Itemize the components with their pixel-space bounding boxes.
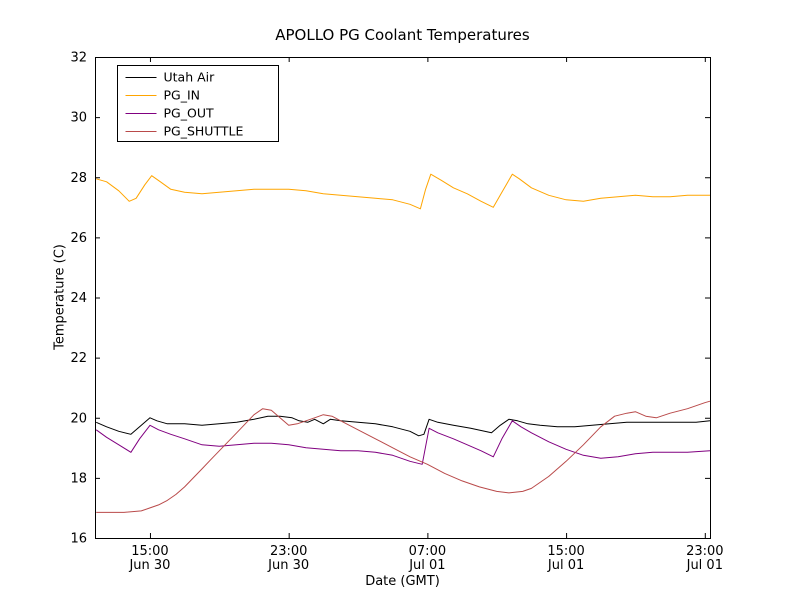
legend-box: [117, 65, 279, 142]
y-tick-label: 20: [70, 411, 87, 426]
series-line-pg_in: [96, 173, 710, 210]
x-tick-label-date: Jun 30: [267, 558, 309, 573]
legend-entry-label: PG_OUT: [164, 106, 214, 121]
y-tick-label: 18: [70, 471, 87, 486]
y-tick-label: 30: [70, 111, 87, 126]
y-tick-label: 26: [70, 231, 87, 246]
x-tick-label-date: Jul 01: [408, 558, 445, 573]
chart-title: APOLLO PG Coolant Temperatures: [275, 26, 530, 44]
series-line-utah-air: [96, 415, 711, 437]
x-tick-label-time: 15:00: [131, 544, 168, 559]
series-line-pg_shuttle: [96, 400, 711, 513]
x-tick-label-date: Jul 01: [686, 558, 723, 573]
y-tick-label: 16: [70, 532, 87, 547]
y-tick-label: 22: [70, 351, 87, 366]
series-line-pg_out: [95, 420, 711, 465]
y-tick-label: 28: [70, 171, 87, 186]
x-tick-label-time: 23:00: [686, 544, 723, 559]
y-tick-label: 32: [70, 51, 87, 66]
legend-entry-label: PG_SHUTTLE: [164, 124, 244, 139]
y-tick-label: 24: [70, 291, 87, 306]
x-tick-label-time: 23:00: [270, 544, 307, 559]
x-axis-label: Date (GMT): [365, 574, 440, 589]
x-tick-label-date: Jun 30: [128, 558, 170, 573]
x-tick-label-time: 07:00: [409, 544, 446, 559]
x-tick-label-time: 15:00: [547, 544, 584, 559]
legend-entry-label: Utah Air: [164, 70, 216, 85]
x-tick-label-date: Jul 01: [547, 558, 584, 573]
legend-entry-label: PG_IN: [164, 88, 201, 103]
